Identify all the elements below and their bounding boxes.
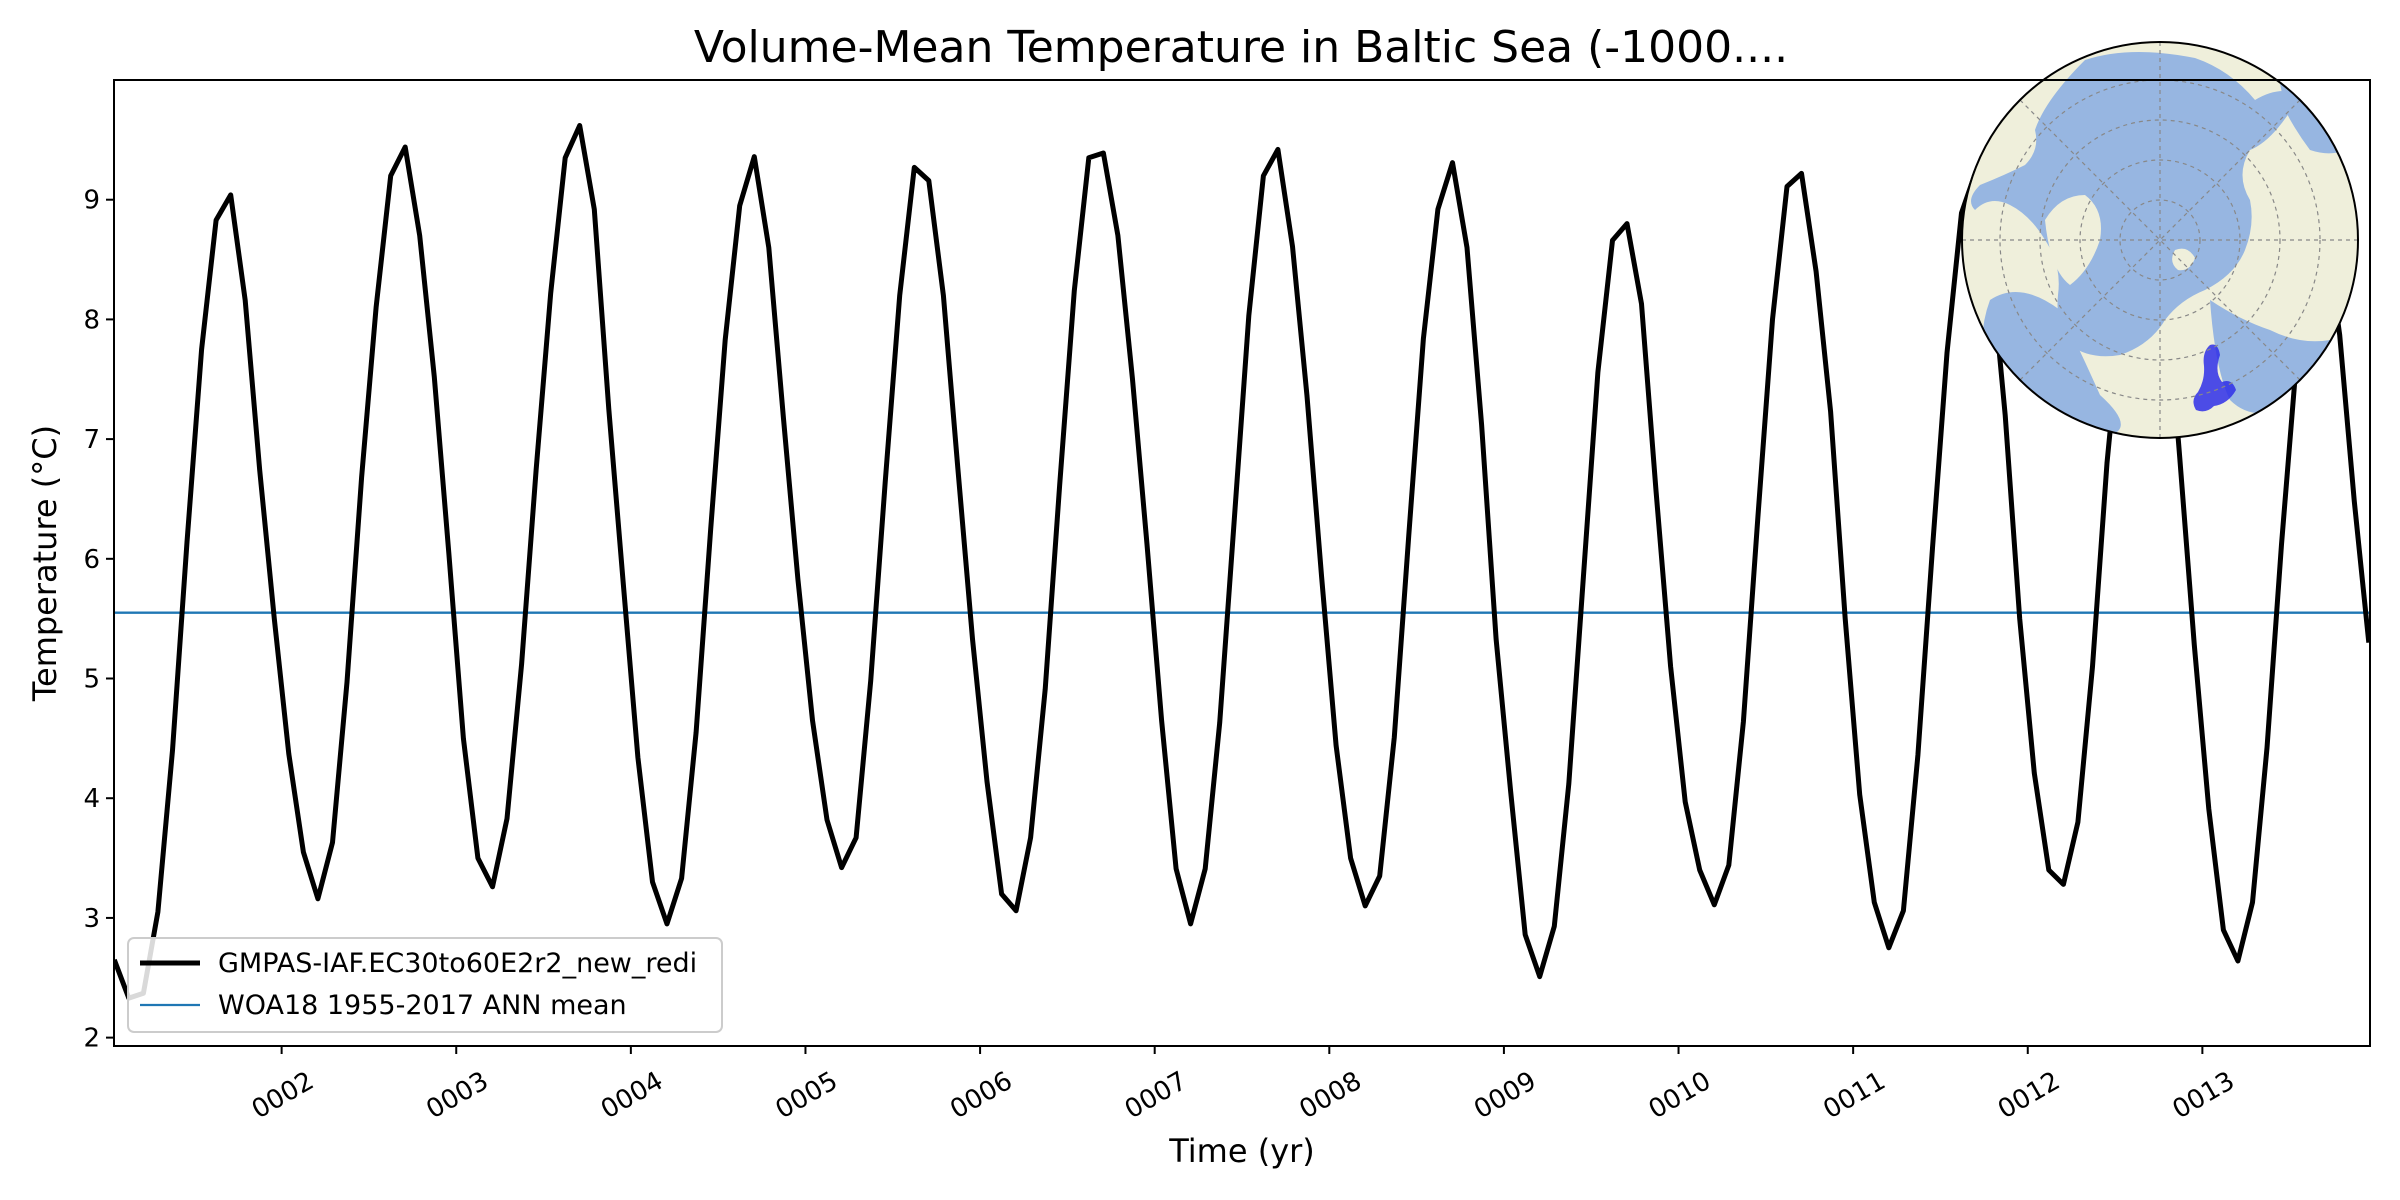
x-tick-label: 0013 bbox=[2168, 1066, 2240, 1125]
chart-title: Volume-Mean Temperature in Baltic Sea (-… bbox=[694, 22, 1788, 73]
map-baltic-sea bbox=[2193, 344, 2236, 412]
map-border bbox=[1961, 41, 2359, 439]
x-axis: 0002 0003 0004 0005 0006 0007 0008 0009 0010 0011… bbox=[247, 1046, 2240, 1125]
legend-box bbox=[127, 937, 723, 1033]
x-tick-label: 0004 bbox=[596, 1066, 668, 1125]
x-tick-label: 0005 bbox=[771, 1066, 843, 1125]
y-axis-label: Temperature (°C) bbox=[26, 425, 64, 702]
x-tick-label: 0003 bbox=[421, 1066, 493, 1125]
x-tick-label: 0006 bbox=[945, 1066, 1017, 1125]
map-land-greenland bbox=[2045, 195, 2101, 285]
y-tick-label: 7 bbox=[83, 425, 100, 455]
map-ocean bbox=[1971, 51, 2300, 357]
inset-map bbox=[1961, 41, 2359, 439]
x-tick-label: 0012 bbox=[1993, 1066, 2065, 1125]
legend: GMPAS-IAF.EC30to60E2r2_new_redi WOA18 19… bbox=[127, 937, 723, 1033]
y-tick-label: 5 bbox=[83, 665, 100, 695]
plot-frame bbox=[113, 79, 2371, 1047]
y-tick-label: 8 bbox=[83, 305, 100, 335]
x-tick-label: 0010 bbox=[1644, 1066, 1716, 1125]
legend-label-reference: WOA18 1955-2017 ANN mean bbox=[218, 990, 627, 1021]
x-axis-label: Time (yr) bbox=[1168, 1132, 1315, 1170]
legend-label-model: GMPAS-IAF.EC30to60E2r2_new_redi bbox=[218, 948, 697, 979]
y-tick-label: 4 bbox=[83, 784, 100, 814]
x-tick-label: 0009 bbox=[1469, 1066, 1541, 1125]
x-tick-label: 0002 bbox=[247, 1066, 319, 1125]
map-graticule bbox=[1962, 42, 2358, 438]
y-axis: 2 3 4 5 6 7 8 9 bbox=[83, 186, 114, 1054]
y-tick-label: 2 bbox=[83, 1024, 100, 1054]
x-tick-label: 0011 bbox=[1818, 1066, 1890, 1125]
y-tick-label: 9 bbox=[83, 186, 100, 216]
x-tick-label: 0008 bbox=[1295, 1066, 1367, 1125]
y-tick-label: 6 bbox=[83, 545, 100, 575]
y-tick-label: 3 bbox=[83, 904, 100, 934]
x-tick-label: 0007 bbox=[1120, 1066, 1192, 1125]
map-land-svalbard bbox=[2172, 248, 2195, 271]
